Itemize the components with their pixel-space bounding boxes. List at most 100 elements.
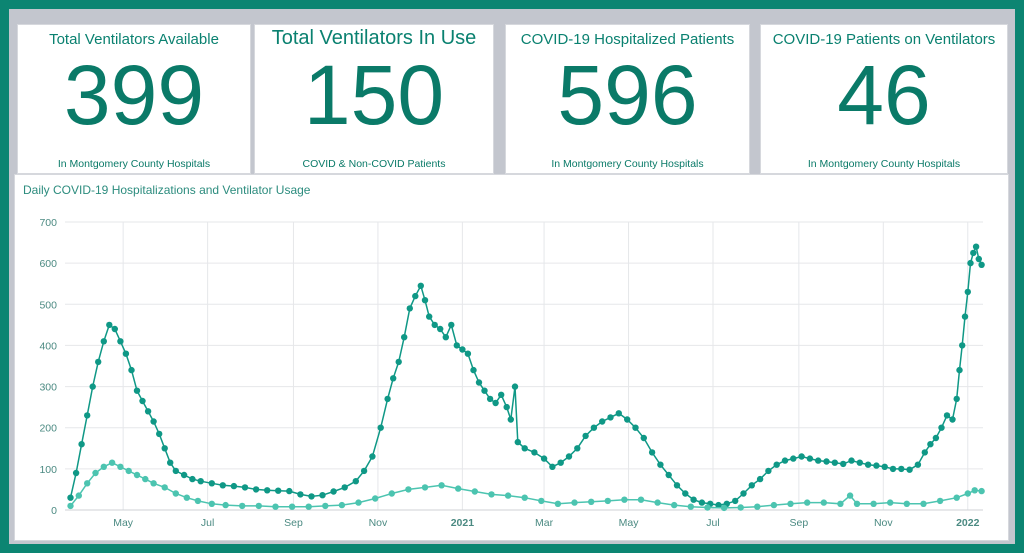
data-point [319, 492, 326, 499]
data-point [308, 493, 315, 500]
data-point [687, 503, 694, 510]
y-tick-label: 0 [51, 505, 57, 517]
data-point [756, 475, 764, 483]
data-point [773, 461, 780, 468]
data-point [853, 500, 861, 507]
data-point [906, 466, 913, 473]
data-point [459, 346, 466, 353]
data-point [571, 499, 578, 506]
kpi-value: 150 [303, 48, 445, 142]
data-point [84, 480, 91, 487]
data-point [889, 465, 897, 473]
data-point [806, 455, 814, 462]
data-point [615, 410, 622, 417]
data-point [355, 499, 362, 506]
data-point [183, 494, 190, 501]
data-point [156, 430, 163, 438]
data-point [341, 484, 348, 491]
data-point [978, 487, 985, 495]
data-point [624, 416, 631, 423]
x-tick-label: Jul [706, 517, 719, 529]
data-point [412, 292, 419, 300]
data-point [475, 379, 483, 386]
data-point [377, 424, 384, 431]
data-point [927, 441, 934, 448]
data-point [698, 499, 706, 506]
kpi-card-hospitalized-patients[interactable]: COVID-19 Hospitalized Patients 596 In Mo… [505, 24, 750, 174]
data-point [503, 403, 510, 411]
kpi-card-ventilators-in-use[interactable]: Total Ventilators In Use 150 COVID & Non… [254, 24, 494, 174]
data-point [949, 416, 956, 423]
data-point [870, 500, 877, 507]
data-point [448, 321, 455, 329]
data-point [384, 395, 391, 403]
data-point [964, 288, 971, 296]
data-point [471, 488, 478, 495]
x-tick-label: Nov [874, 517, 893, 529]
data-point [748, 482, 755, 489]
data-point [100, 338, 108, 345]
kpi-card-patients-on-ventilators[interactable]: COVID-19 Patients on Ventilators 46 In M… [760, 24, 1008, 174]
chart-series [67, 243, 985, 512]
data-point [470, 366, 477, 374]
data-point [831, 459, 838, 466]
data-point [657, 461, 664, 468]
x-tick-label: May [619, 517, 640, 529]
data-point [804, 499, 811, 506]
kpi-title: Total Ventilators Available [49, 31, 219, 48]
x-tick-label: Sep [790, 517, 809, 529]
series-1 [67, 459, 985, 512]
data-point [898, 465, 905, 473]
data-point [781, 457, 789, 464]
data-point [632, 424, 639, 431]
data-point [554, 500, 562, 507]
data-point [197, 478, 204, 485]
kpi-value: 399 [63, 48, 205, 142]
x-tick-label: Mar [535, 517, 554, 529]
data-point [252, 486, 260, 493]
data-point [219, 482, 226, 489]
data-point [167, 459, 174, 466]
data-point [338, 501, 346, 509]
data-point [848, 457, 855, 464]
x-tick-label: May [113, 517, 134, 529]
data-point [790, 455, 797, 462]
data-point [67, 502, 74, 510]
data-point [275, 487, 282, 494]
data-point [504, 492, 512, 499]
data-point [453, 342, 460, 349]
data-point [582, 432, 589, 440]
kpi-subtitle: In Montgomery County Hospitals [807, 158, 961, 170]
data-point [180, 471, 188, 479]
data-point [507, 416, 514, 423]
data-point [75, 492, 82, 499]
y-tick-label: 300 [39, 382, 57, 394]
data-point [820, 499, 827, 506]
data-point [873, 462, 880, 469]
data-point [117, 338, 124, 345]
x-tick-label: 2021 [451, 517, 475, 529]
data-point [588, 498, 595, 505]
data-point [208, 500, 215, 507]
y-tick-label: 700 [39, 217, 57, 229]
kpi-card-ventilators-available[interactable]: Total Ventilators Available 399 In Montg… [17, 24, 251, 174]
data-point [932, 434, 940, 442]
data-point [172, 467, 179, 475]
data-point [122, 350, 130, 357]
data-point [498, 391, 505, 398]
data-point [78, 441, 85, 448]
data-point [903, 500, 910, 507]
data-point [125, 467, 132, 475]
kpi-title: COVID-19 Hospitalized Patients [520, 31, 735, 48]
data-point [637, 496, 645, 503]
data-point [241, 484, 249, 491]
kpi-subtitle: In Montgomery County Hospitals [57, 158, 211, 170]
data-point [599, 418, 606, 425]
data-point [161, 484, 168, 491]
data-point [521, 445, 528, 452]
data-point [557, 459, 564, 466]
data-point [936, 497, 944, 505]
y-tick-label: 500 [39, 299, 57, 311]
kpi-title: COVID-19 Patients on Ventilators [772, 31, 996, 48]
